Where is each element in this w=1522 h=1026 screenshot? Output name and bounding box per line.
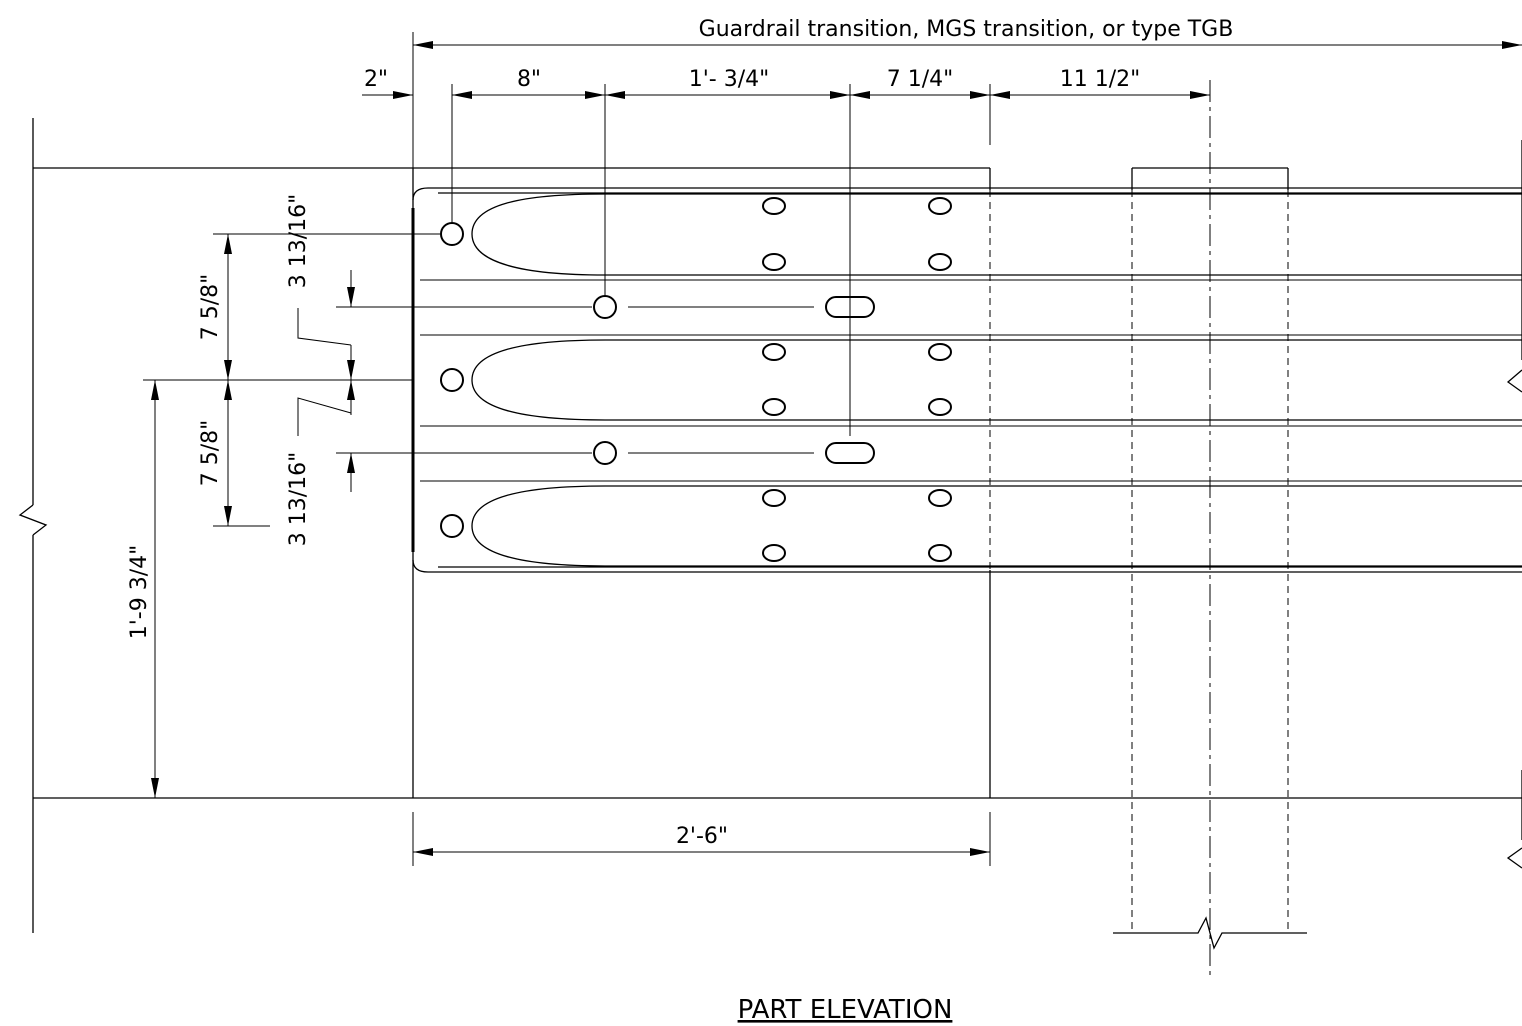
thrie-beam-rail [411,187,1522,573]
dim-7-5-8-upper: 7 5/8" [198,274,223,341]
dim-3-13-16-upper: 3 13/16" [286,194,311,289]
slot-lower [825,442,875,464]
dim-8in: 8" [517,67,541,92]
bottom-dimension: 2'-6" [412,812,991,866]
dim-2ft-6: 2'-6" [676,824,728,849]
drawing-title: PART ELEVATION [738,995,953,1025]
post [1113,80,1307,980]
hole-end-bottom [440,514,464,538]
top-dimensions: Guardrail transition, MGS transition, or… [362,17,1522,436]
splice-bolt-holes [762,197,952,562]
dim-1ft-9-3-4: 1'-9 3/4" [127,545,152,640]
dim-1ft-3-4: 1'- 3/4" [689,67,770,92]
dim-7-1-4: 7 1/4" [887,67,954,92]
dim-7-5-8-lower: 7 5/8" [198,420,223,487]
right-break-lines [1506,140,1522,869]
hole-upper [593,295,617,319]
hole-end-middle [440,368,464,392]
dim-11-1-2: 11 1/2" [1060,67,1141,92]
hole-end-top [440,222,464,246]
bolt-holes [440,197,952,562]
left-dimensions: 7 5/8" 7 5/8" 3 13/16" 3 13/16" 1'-9 3/4… [127,194,814,798]
dim-3-13-16-lower: 3 13/16" [286,452,311,547]
hole-lower [593,441,617,465]
top-label: Guardrail transition, MGS transition, or… [699,17,1234,42]
dim-2in: 2" [364,67,388,92]
